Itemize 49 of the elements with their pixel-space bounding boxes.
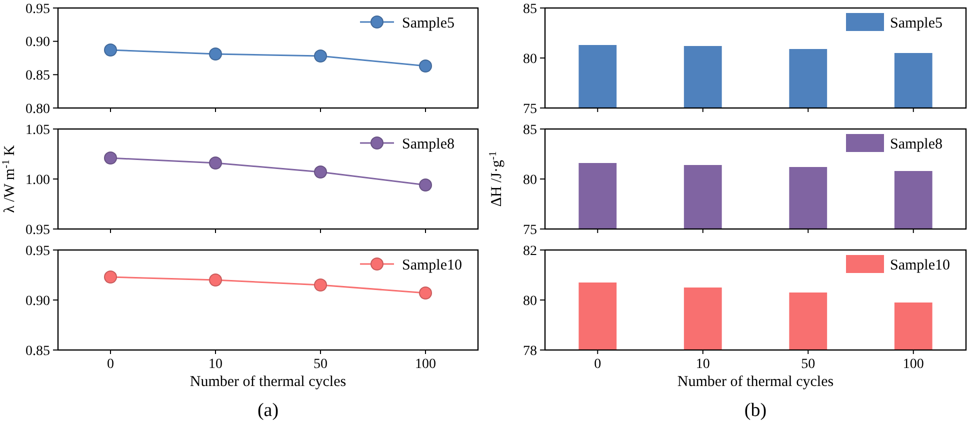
point [104,152,117,164]
y-tick-label: 85 [523,2,537,17]
x-tick-label: 10 [696,357,710,372]
text: (b) [744,400,767,421]
point [419,60,432,72]
point [314,50,327,62]
x-tick-label: 0 [107,357,114,372]
y-tick-label: 80 [523,172,537,188]
text: (a) [257,400,279,421]
point [314,278,327,292]
x-axis-title: Number of thermal cycles [190,374,346,390]
legend-label: Sample5 [890,15,942,32]
x-tick-label: 10 [208,357,222,372]
y-tick-label: 80 [523,52,537,67]
point [104,44,117,56]
y-tick-label: 82 [523,244,537,259]
point [419,178,432,192]
legend-label: Sample5 [402,15,454,32]
y-tick-label: 0.85 [26,68,50,84]
legend-label: Sample10 [890,257,950,274]
y-tick-label: 0.80 [26,102,50,117]
y-tick-label: 0.95 [26,222,50,238]
x-tick-label: 0 [594,357,602,372]
y-tick-label: 0.85 [26,344,50,359]
y-tick-label: 0.95 [26,2,50,17]
x-tick-label: 100 [902,357,924,372]
y-tick-label: 75 [523,222,537,238]
point [209,274,222,286]
point [314,166,327,178]
point [419,286,432,300]
y-tick-label: 78 [523,344,537,359]
y-tick-label: 0.95 [26,244,50,259]
x-tick-label: 50 [801,357,816,372]
y-tick-label: 85 [523,122,537,138]
x-tick-label: 50 [314,357,328,372]
legend-label: Sample10 [402,257,462,274]
y-tick-label: 75 [523,102,537,117]
y-tick-label: 80 [523,294,537,309]
legend-label: Sample8 [890,136,942,152]
point [209,48,222,60]
point [104,270,117,284]
x-axis-title: Number of thermal cycles [677,374,834,390]
y-tick-label: 1.00 [26,172,50,188]
y-tick-label: 0.90 [26,294,50,309]
y-tick-label: 1.05 [26,122,50,138]
y-tick-label: 0.90 [26,35,50,50]
legend-label: Sample8 [402,136,454,152]
x-tick-label: 100 [415,357,436,372]
point [209,156,222,170]
